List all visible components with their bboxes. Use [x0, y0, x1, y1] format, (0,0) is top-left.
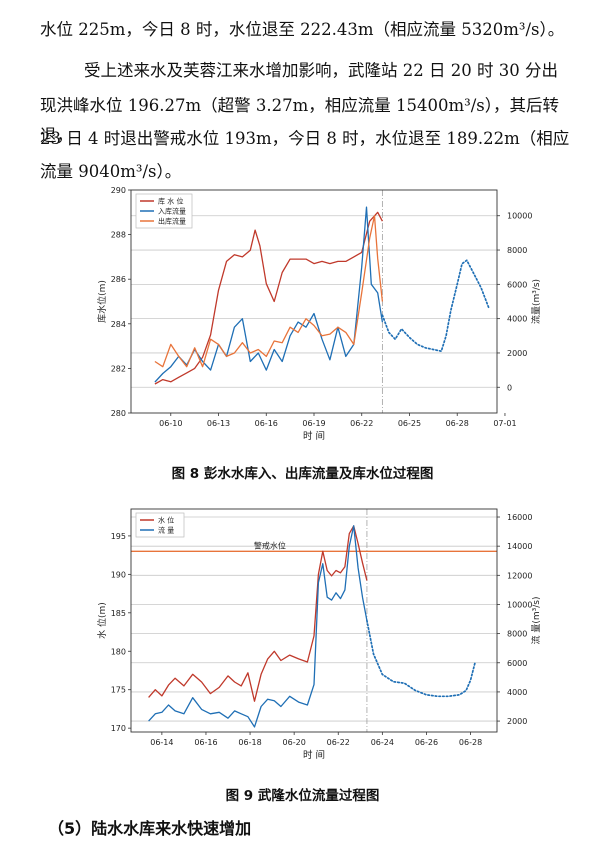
- y-tick-label-left: 175: [111, 686, 126, 695]
- plot-frame: [130, 189, 498, 414]
- series-line: [148, 525, 368, 702]
- body-text-line: 现洪峰水位 196.27m（超警 3.27m，相应流量 15400m³/s），其…: [40, 96, 560, 145]
- figure-8-caption: 图 8 彭水水库入、出库流量及库水位过程图: [171, 466, 434, 482]
- y-tick-label-right: 2000: [507, 717, 527, 726]
- x-tick-label: 06-16: [255, 419, 278, 428]
- y-tick-label-right: 10000: [507, 600, 532, 609]
- x-tick-label: 06-24: [371, 738, 394, 747]
- body-text-line: 流量 9040m³/s）。: [40, 162, 182, 181]
- figure-9: 170 175 180 185 190 195 2000 4000 6000 8000 10000 1…: [0, 505, 605, 775]
- y-tick-label-right: 8000: [507, 630, 527, 639]
- body-text-line: 水位 225m，今日 8 时，水位退至 222.43m（相应流量 5320m³/…: [40, 20, 565, 39]
- y-tick-label-left: 286: [111, 275, 126, 284]
- x-tick-label: 06-28: [459, 738, 482, 747]
- y-tick-label-left: 280: [111, 409, 126, 418]
- plot-frame: [130, 508, 498, 733]
- x-tick-label: 06-14: [150, 738, 173, 747]
- y-tick-label-right: 8000: [507, 246, 527, 255]
- x-tick-label: 06-22: [350, 419, 373, 428]
- chart-wulong: 170 175 180 185 190 195 2000 4000 6000 8000 10000 1…: [96, 508, 542, 761]
- y-tick-label-right: 4000: [507, 688, 527, 697]
- y-axis-label-left: 库水位(m): [96, 280, 108, 323]
- series-line: [154, 211, 383, 385]
- x-tick-label: 06-16: [194, 738, 217, 747]
- y-tick-label-left: 185: [111, 609, 126, 618]
- y-tick-label-left: 282: [111, 364, 126, 373]
- x-tick-label: 06-19: [302, 419, 325, 428]
- series-line: [154, 206, 384, 383]
- x-tick-label: 06-13: [207, 419, 230, 428]
- x-tick-label: 06-20: [283, 738, 306, 747]
- series-line: [148, 525, 368, 728]
- x-axis-label: 时 间: [303, 749, 325, 761]
- x-axis-label: 时 间: [303, 430, 325, 440]
- y-tick-label-right: 2000: [507, 349, 527, 358]
- y-tick-label-left: 288: [111, 231, 126, 240]
- x-tick-label: 07-01: [493, 419, 516, 428]
- y-tick-label-left: 195: [111, 532, 126, 541]
- legend-label: 水 位: [158, 516, 174, 525]
- legend-box: [135, 512, 185, 538]
- x-tick-label: 06-10: [159, 419, 182, 428]
- figure-9-caption: 图 9 武隆水位流量过程图: [225, 788, 380, 804]
- y-tick-label-right: 6000: [507, 280, 527, 289]
- y-tick-label-right: 10000: [507, 212, 532, 221]
- y-axis-label-right: 流 量(m³/s): [530, 597, 542, 645]
- body-text-line: 23 日 4 时退出警戒水位 193m，今日 8 时，水位退至 189.22m（…: [40, 129, 570, 148]
- y-axis-label-left: 水 位(m): [96, 602, 108, 639]
- x-tick-label: 06-26: [415, 738, 438, 747]
- legend-label: 入库流量: [158, 207, 186, 216]
- figure-8: 280 282 284 286 288 290 0 2000 4000 6000 8000 10000…: [0, 180, 605, 442]
- x-tick-label: 06-18: [238, 738, 261, 747]
- y-tick-label-left: 284: [111, 320, 126, 329]
- x-tick-label: 06-25: [398, 419, 421, 428]
- body-text-line: 受上述来水及芙蓉江来水增加影响，武隆站 22 日 20 时 30 分出: [84, 61, 558, 80]
- series-line: [154, 215, 384, 368]
- y-tick-label-right: 6000: [507, 659, 527, 668]
- y-tick-label-left: 180: [111, 647, 126, 656]
- forecast-line: [366, 619, 476, 698]
- chart-pengshui: 280 282 284 286 288 290 0 2000 4000 6000 8000 10000…: [96, 186, 542, 442]
- section-heading: （5）陆水水库来水快速增加: [48, 819, 252, 838]
- warning-level-label: 警戒水位: [254, 540, 286, 550]
- legend-label: 流 量: [158, 526, 174, 535]
- forecast-line: [381, 259, 490, 353]
- x-tick-label: 06-28: [446, 419, 469, 428]
- legend-label: 库 水 位: [158, 197, 183, 206]
- y-axis-label-right: 流量(m³/s): [530, 279, 542, 324]
- y-tick-label-left: 290: [111, 186, 126, 195]
- y-tick-label-right: 12000: [507, 571, 532, 580]
- legend-label: 出库流量: [158, 217, 186, 226]
- y-tick-label-right: 16000: [507, 513, 532, 522]
- y-tick-label-right: 0: [507, 383, 512, 392]
- y-tick-label-left: 190: [111, 570, 126, 579]
- y-tick-label-right: 4000: [507, 315, 527, 324]
- y-tick-label-left: 170: [111, 724, 126, 733]
- x-tick-label: 06-22: [327, 738, 350, 747]
- y-tick-label-right: 14000: [507, 542, 532, 551]
